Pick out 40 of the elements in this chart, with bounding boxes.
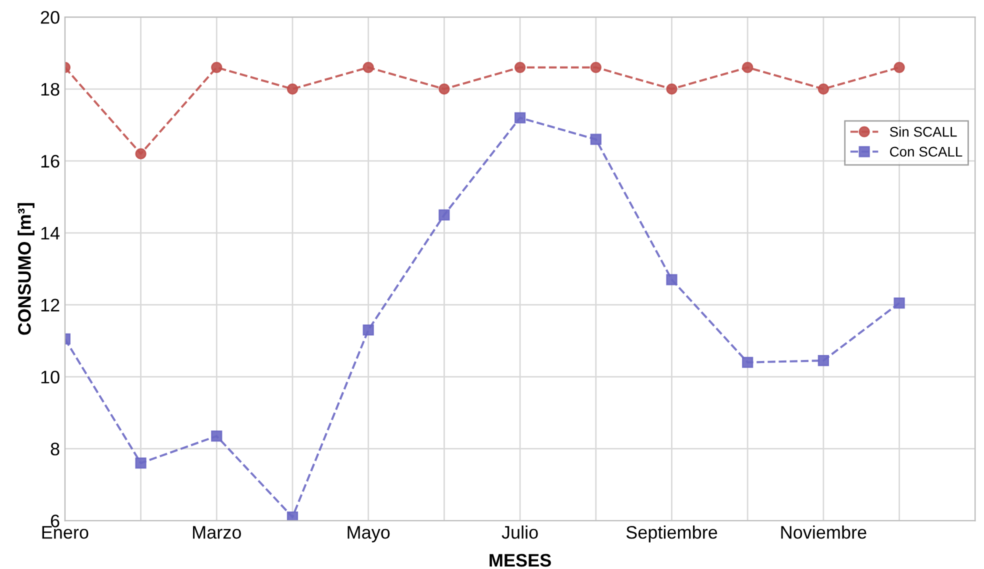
point [590, 62, 602, 73]
y-tick-label: 18 [41, 82, 60, 96]
legend-label: Con SCALL [890, 146, 962, 157]
y-tick-label: 20 [40, 11, 60, 24]
legend-label: Sin SCALL [890, 126, 957, 137]
x-tick-label: Enero [42, 526, 88, 539]
point [135, 148, 146, 160]
x-tick-label: Marzo [193, 526, 241, 539]
x-tick-label: Noviembre [781, 525, 866, 539]
point [362, 62, 374, 73]
point [211, 62, 222, 73]
point [362, 324, 374, 336]
x-tick-label: Septiembre [626, 525, 718, 542]
point [818, 355, 829, 366]
point [590, 134, 602, 145]
y-tick-label: 6 [50, 514, 60, 528]
x-axis-title: MESES [490, 554, 551, 567]
point [438, 83, 450, 95]
point [666, 83, 678, 95]
y-tick-label: 16 [41, 154, 60, 168]
point [894, 297, 905, 309]
point [742, 62, 754, 73]
y-tick-label: 10 [41, 370, 60, 384]
x-tick-label: Julio [502, 525, 538, 539]
y-axis-title: CONSUMO [m³] [18, 203, 34, 335]
point [666, 274, 678, 286]
point [135, 458, 146, 469]
x-tick-label: Mayo [348, 526, 390, 542]
point [894, 62, 905, 73]
point [742, 356, 754, 368]
y-tick-label: 14 [41, 227, 60, 240]
point [818, 83, 829, 95]
point [286, 83, 298, 95]
point [514, 62, 526, 73]
point [514, 112, 526, 124]
point [211, 430, 222, 442]
y-tick-label: 12 [41, 298, 60, 312]
y-tick-label: 8 [50, 442, 60, 456]
point [438, 209, 450, 220]
point [286, 511, 298, 521]
